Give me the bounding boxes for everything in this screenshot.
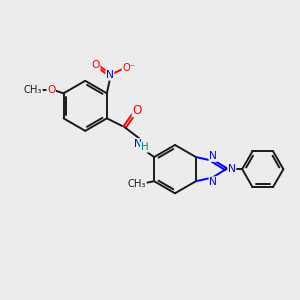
Text: N: N bbox=[134, 139, 142, 149]
Text: CH₃: CH₃ bbox=[24, 85, 42, 95]
Text: CH₃: CH₃ bbox=[128, 178, 146, 189]
Text: N: N bbox=[209, 151, 217, 161]
Text: O: O bbox=[47, 85, 56, 95]
Text: N: N bbox=[106, 70, 114, 80]
Text: N: N bbox=[209, 177, 217, 187]
Text: O: O bbox=[92, 60, 100, 70]
Text: O⁻: O⁻ bbox=[122, 63, 135, 73]
Text: H: H bbox=[140, 142, 148, 152]
Text: O: O bbox=[132, 103, 142, 117]
Text: N: N bbox=[228, 164, 236, 173]
